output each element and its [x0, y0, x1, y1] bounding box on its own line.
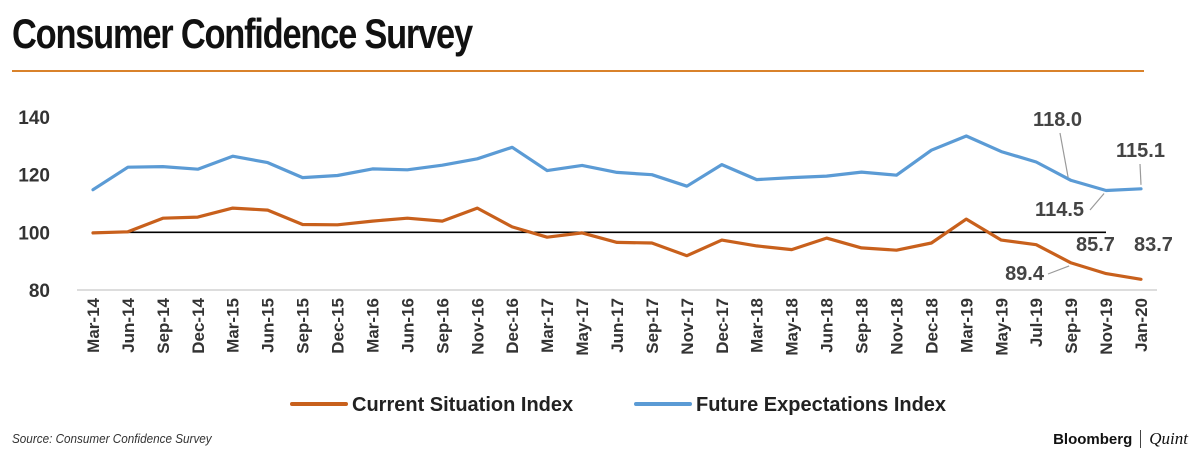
brand-primary: Bloomberg — [1053, 430, 1133, 448]
x-tick-label: Jun-18 — [818, 298, 837, 353]
brand-secondary: Quint — [1149, 429, 1188, 448]
x-tick-label: May-18 — [783, 298, 802, 356]
annotation-leader-line — [1059, 132, 1069, 178]
x-tick-label: May-17 — [573, 298, 592, 356]
x-tick-label: Dec-18 — [922, 298, 941, 354]
x-tick-label: Mar-19 — [957, 298, 976, 353]
x-tick-label: Mar-17 — [538, 298, 557, 353]
x-tick-label: Mar-15 — [224, 298, 243, 353]
source-note: Source: Consumer Confidence Survey — [12, 431, 212, 446]
y-tick-label: 120 — [18, 166, 50, 187]
x-tick-label: Dec-17 — [713, 298, 732, 354]
legend-label: Future Expectations Index — [696, 394, 946, 416]
data-label: 85.7 — [1076, 234, 1115, 256]
x-tick-label: Jun-17 — [608, 298, 627, 353]
x-tick-label: Sep-18 — [853, 298, 872, 354]
x-tick-label: Jan-20 — [1132, 298, 1151, 352]
x-tick-label: Sep-15 — [294, 298, 313, 354]
data-label: 89.4 — [1005, 263, 1045, 285]
x-tick-label: Mar-14 — [84, 297, 103, 352]
data-label: 115.1 — [1116, 140, 1165, 162]
future-expectations-line — [91, 134, 1143, 193]
brand-logo: Bloomberg Quint — [1053, 429, 1188, 449]
x-tick-label: Dec-16 — [503, 298, 522, 354]
x-tick-label: Sep-19 — [1062, 298, 1081, 354]
x-tick-label: Nov-16 — [468, 298, 487, 355]
x-tick-label: Jun-14 — [119, 297, 138, 352]
x-tick-label: Jun-16 — [398, 298, 417, 353]
data-label: 118.0 — [1033, 109, 1082, 131]
legend-label: Current Situation Index — [352, 394, 573, 416]
title-divider — [12, 70, 1144, 72]
x-tick-label: Sep-17 — [643, 298, 662, 354]
y-tick-label: 140 — [18, 108, 50, 129]
x-tick-label: Dec-15 — [329, 298, 348, 354]
y-tick-label: 100 — [18, 223, 50, 244]
x-tick-label: Nov-17 — [678, 298, 697, 355]
x-tick-label: Sep-16 — [433, 298, 452, 354]
brand-separator — [1140, 430, 1142, 448]
x-tick-label: Dec-14 — [189, 297, 208, 353]
chart-title: Consumer Confidence Survey — [12, 10, 473, 57]
current-situation-line — [91, 206, 1143, 281]
x-tick-label: May-19 — [992, 298, 1011, 356]
x-tick-label: Mar-18 — [748, 298, 767, 353]
data-label: 114.5 — [1035, 199, 1084, 221]
x-tick-label: Mar-16 — [363, 298, 382, 353]
annotation-leader-line — [1139, 163, 1142, 185]
x-tick-label: Sep-14 — [154, 297, 173, 353]
x-tick-label: Nov-19 — [1097, 298, 1116, 355]
annotation-leader-line — [1047, 265, 1070, 275]
data-label: 83.7 — [1134, 234, 1173, 256]
annotation-leader-line — [1089, 193, 1105, 211]
x-tick-label: Jun-15 — [259, 298, 278, 353]
x-tick-label: Nov-18 — [887, 298, 906, 355]
x-tick-label: Jul-19 — [1027, 298, 1046, 347]
y-tick-label: 80 — [29, 281, 50, 302]
